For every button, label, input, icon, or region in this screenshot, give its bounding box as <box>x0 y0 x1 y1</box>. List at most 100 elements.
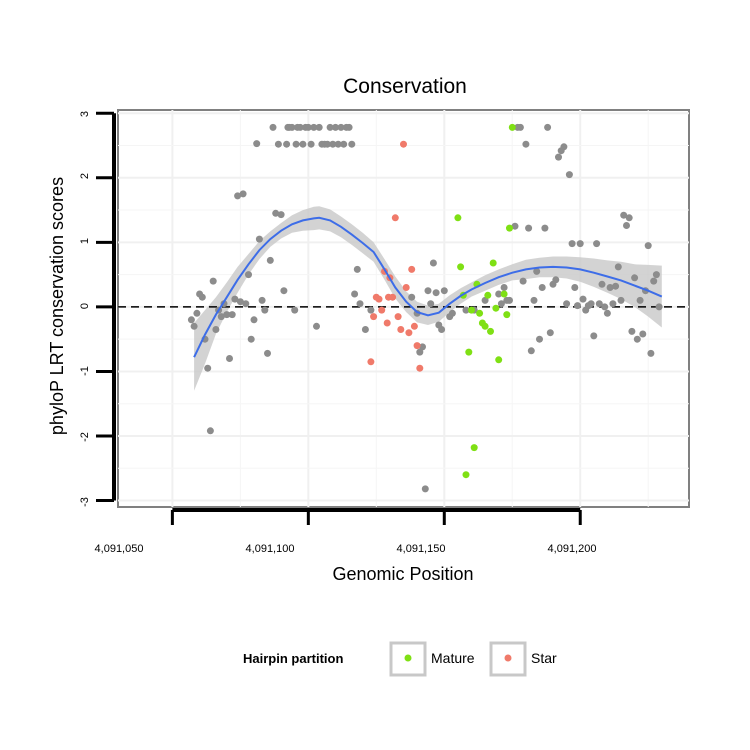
point-other <box>266 256 274 264</box>
point-mature <box>457 263 465 271</box>
y-tick-label: 1 <box>79 238 91 244</box>
point-other <box>332 123 339 131</box>
point-star <box>389 293 397 301</box>
point-star <box>410 322 418 330</box>
point-other <box>593 240 601 248</box>
point-other <box>609 300 617 308</box>
point-other <box>625 214 633 222</box>
point-other <box>598 280 606 288</box>
point-other <box>606 284 614 291</box>
x-axis-title: Genomic Position <box>332 564 473 584</box>
point-star <box>394 313 402 321</box>
point-other <box>242 300 250 308</box>
y-tick-label: 0 <box>79 303 91 309</box>
legend-label-star: Star <box>531 650 557 666</box>
point-star <box>400 140 407 148</box>
point-other <box>209 277 217 285</box>
point-other <box>647 349 655 357</box>
point-other <box>206 427 214 435</box>
legend-key-box <box>489 641 527 677</box>
point-other <box>560 143 568 151</box>
point-other <box>226 355 233 362</box>
point-other <box>326 123 334 131</box>
point-mature <box>506 224 513 232</box>
point-other <box>310 123 318 131</box>
point-other <box>334 140 342 148</box>
point-other <box>462 306 470 314</box>
point-other <box>329 140 337 148</box>
point-other <box>587 300 595 308</box>
point-other <box>239 190 247 198</box>
y-axis-title: phyloP LRT conservation scores <box>47 177 67 435</box>
x-tick-label: 4,091,200 <box>548 543 597 555</box>
point-mature <box>476 309 484 317</box>
point-other <box>571 284 579 291</box>
y-tick-label: 3 <box>79 111 91 117</box>
point-mature <box>489 259 497 267</box>
point-other <box>440 287 448 295</box>
point-other <box>522 140 530 148</box>
point-other <box>258 296 266 304</box>
point-other <box>427 300 435 308</box>
point-other <box>190 322 198 330</box>
point-other <box>650 277 658 285</box>
point-mature <box>462 471 470 479</box>
point-other <box>595 300 603 308</box>
point-other <box>193 309 201 317</box>
point-other <box>419 343 426 351</box>
point-other <box>340 140 348 148</box>
point-other <box>408 293 416 301</box>
y-tick-label: -1 <box>79 366 91 376</box>
point-other <box>361 326 369 333</box>
point-other <box>623 222 630 229</box>
point-other <box>576 240 584 248</box>
point-star <box>408 265 416 273</box>
x-tick-label: 4,091,050 <box>95 543 144 555</box>
point-other <box>644 242 652 250</box>
point-other <box>291 306 299 314</box>
x-tick-label: 4,091,150 <box>397 543 446 555</box>
point-other <box>552 276 560 284</box>
point-star <box>383 319 391 327</box>
point-other <box>313 322 320 330</box>
point-other <box>277 211 285 219</box>
point-other <box>574 302 581 310</box>
point-star <box>375 295 383 303</box>
point-star <box>391 214 399 222</box>
point-other <box>541 224 549 232</box>
point-star <box>397 326 405 333</box>
point-other <box>231 295 239 303</box>
point-other <box>617 296 625 304</box>
point-other <box>272 209 280 217</box>
point-other <box>497 300 505 308</box>
smooth-curve <box>193 216 663 358</box>
point-other <box>253 140 261 148</box>
point-other <box>274 140 282 148</box>
point-other <box>628 327 636 335</box>
legend-label-mature: Mature <box>431 650 475 666</box>
point-mature <box>503 311 511 319</box>
legend-key-mature <box>404 654 412 662</box>
point-other <box>217 313 225 321</box>
point-other <box>636 296 644 304</box>
point-other <box>495 290 503 298</box>
point-other <box>612 282 620 290</box>
point-other <box>416 348 424 356</box>
point-other <box>228 311 236 319</box>
point-other <box>356 300 364 308</box>
point-mature <box>492 304 500 312</box>
legend: Hairpin partition Mature Star <box>243 641 557 677</box>
point-other <box>429 259 437 267</box>
point-star <box>367 358 375 366</box>
point-star <box>413 342 421 350</box>
point-star <box>405 329 413 337</box>
point-other <box>590 332 598 340</box>
point-star <box>378 306 386 314</box>
point-other <box>500 284 508 291</box>
point-other <box>307 140 315 148</box>
legend-title: Hairpin partition <box>243 651 343 666</box>
point-mature <box>465 348 473 356</box>
point-other <box>261 306 269 314</box>
point-other <box>187 316 195 324</box>
